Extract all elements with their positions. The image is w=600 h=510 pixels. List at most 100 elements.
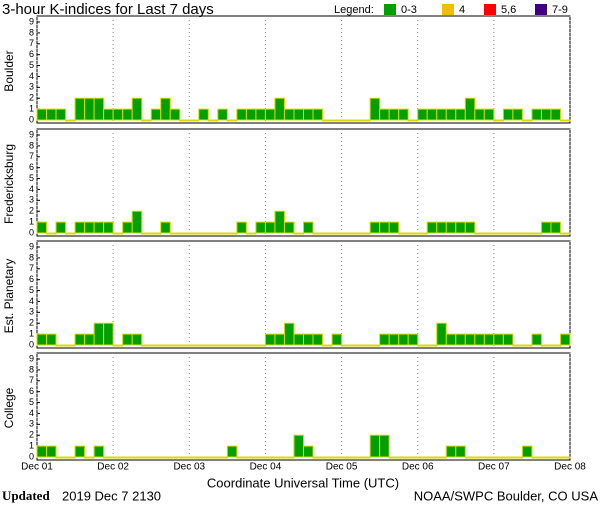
bar <box>236 221 247 234</box>
bar <box>312 108 324 121</box>
bar <box>131 210 143 234</box>
y-axis-label: Est. Planetary <box>2 259 16 334</box>
legend-label: 0-3 <box>401 4 417 16</box>
bar <box>369 97 381 121</box>
y-tick-label: 9 <box>29 353 34 363</box>
bar <box>436 221 447 234</box>
bar <box>369 221 381 234</box>
bar <box>84 456 95 459</box>
bar <box>65 232 76 235</box>
bar <box>150 232 162 235</box>
bar <box>303 108 314 121</box>
legend-label: 7-9 <box>552 4 568 16</box>
bar <box>445 108 457 121</box>
y-tick-label: 9 <box>29 129 34 139</box>
y-tick-label: 0 <box>29 227 34 237</box>
bar <box>474 333 485 346</box>
bar <box>217 232 228 235</box>
bar <box>198 456 209 459</box>
x-tick-label: Dec 03 <box>173 462 205 473</box>
bar <box>55 456 67 459</box>
bar <box>388 221 400 234</box>
bar <box>502 333 514 346</box>
bar <box>55 221 67 234</box>
chart-title: 3-hour K-indices for Last 7 days <box>2 1 214 18</box>
bar <box>283 108 295 121</box>
bar <box>474 232 485 235</box>
bar <box>188 232 200 235</box>
y-tick-label: 8 <box>29 252 34 262</box>
bar <box>255 108 266 121</box>
bar <box>112 344 124 347</box>
bar <box>65 456 76 459</box>
bar <box>150 108 162 121</box>
bar <box>350 119 362 122</box>
bar <box>341 119 352 122</box>
bar <box>217 108 228 121</box>
y-tick-label: 3 <box>29 307 34 317</box>
bar <box>540 344 552 347</box>
x-tick-label: Dec 06 <box>402 462 434 473</box>
bar <box>93 322 105 346</box>
legend-swatch <box>384 4 396 15</box>
bar <box>331 456 343 459</box>
bar <box>74 97 86 121</box>
timestamp: 2019 Dec 7 2130 <box>62 488 161 503</box>
bar <box>426 344 438 347</box>
bar <box>388 108 400 121</box>
bar <box>322 232 333 235</box>
bar <box>303 333 314 346</box>
bar <box>36 108 48 121</box>
bar <box>464 97 476 121</box>
bar <box>398 456 409 459</box>
bar <box>455 445 466 458</box>
bar <box>55 344 67 347</box>
y-tick-label: 6 <box>29 49 34 59</box>
bar <box>426 456 438 459</box>
y-tick-label: 2 <box>29 206 34 216</box>
bar <box>398 333 409 346</box>
bar <box>245 344 257 347</box>
bar <box>436 322 447 346</box>
bar <box>188 119 200 122</box>
bar <box>483 456 495 459</box>
bar <box>464 333 476 346</box>
bar <box>198 108 209 121</box>
panel-frame <box>36 15 571 124</box>
y-tick-label: 5 <box>29 60 34 70</box>
y-tick-label: 8 <box>29 364 34 374</box>
bar <box>169 344 181 347</box>
y-tick-label: 2 <box>29 430 34 440</box>
bar <box>112 108 124 121</box>
x-tick-label: Dec 07 <box>478 462 510 473</box>
bar <box>122 221 133 234</box>
bar <box>417 108 428 121</box>
bar <box>379 221 390 234</box>
bar <box>540 456 552 459</box>
bar <box>179 119 190 122</box>
bar <box>207 456 219 459</box>
panel-frame <box>36 128 571 237</box>
bar <box>436 108 447 121</box>
bar <box>122 108 133 121</box>
y-tick-label: 4 <box>29 296 34 306</box>
bar <box>436 456 447 459</box>
bar <box>493 119 504 122</box>
bar <box>274 456 285 459</box>
bar <box>331 119 343 122</box>
bar <box>512 456 523 459</box>
bar <box>493 232 504 235</box>
bar <box>226 232 238 235</box>
legend-swatch <box>442 4 454 15</box>
bar <box>483 333 495 346</box>
bar <box>179 232 190 235</box>
bar <box>455 221 466 234</box>
bar <box>65 119 76 122</box>
y-tick-label: 1 <box>29 328 34 338</box>
bar <box>559 456 571 459</box>
bar <box>236 108 247 121</box>
bar <box>550 456 561 459</box>
bar <box>198 344 209 347</box>
bar <box>531 333 542 346</box>
bar <box>226 445 238 458</box>
